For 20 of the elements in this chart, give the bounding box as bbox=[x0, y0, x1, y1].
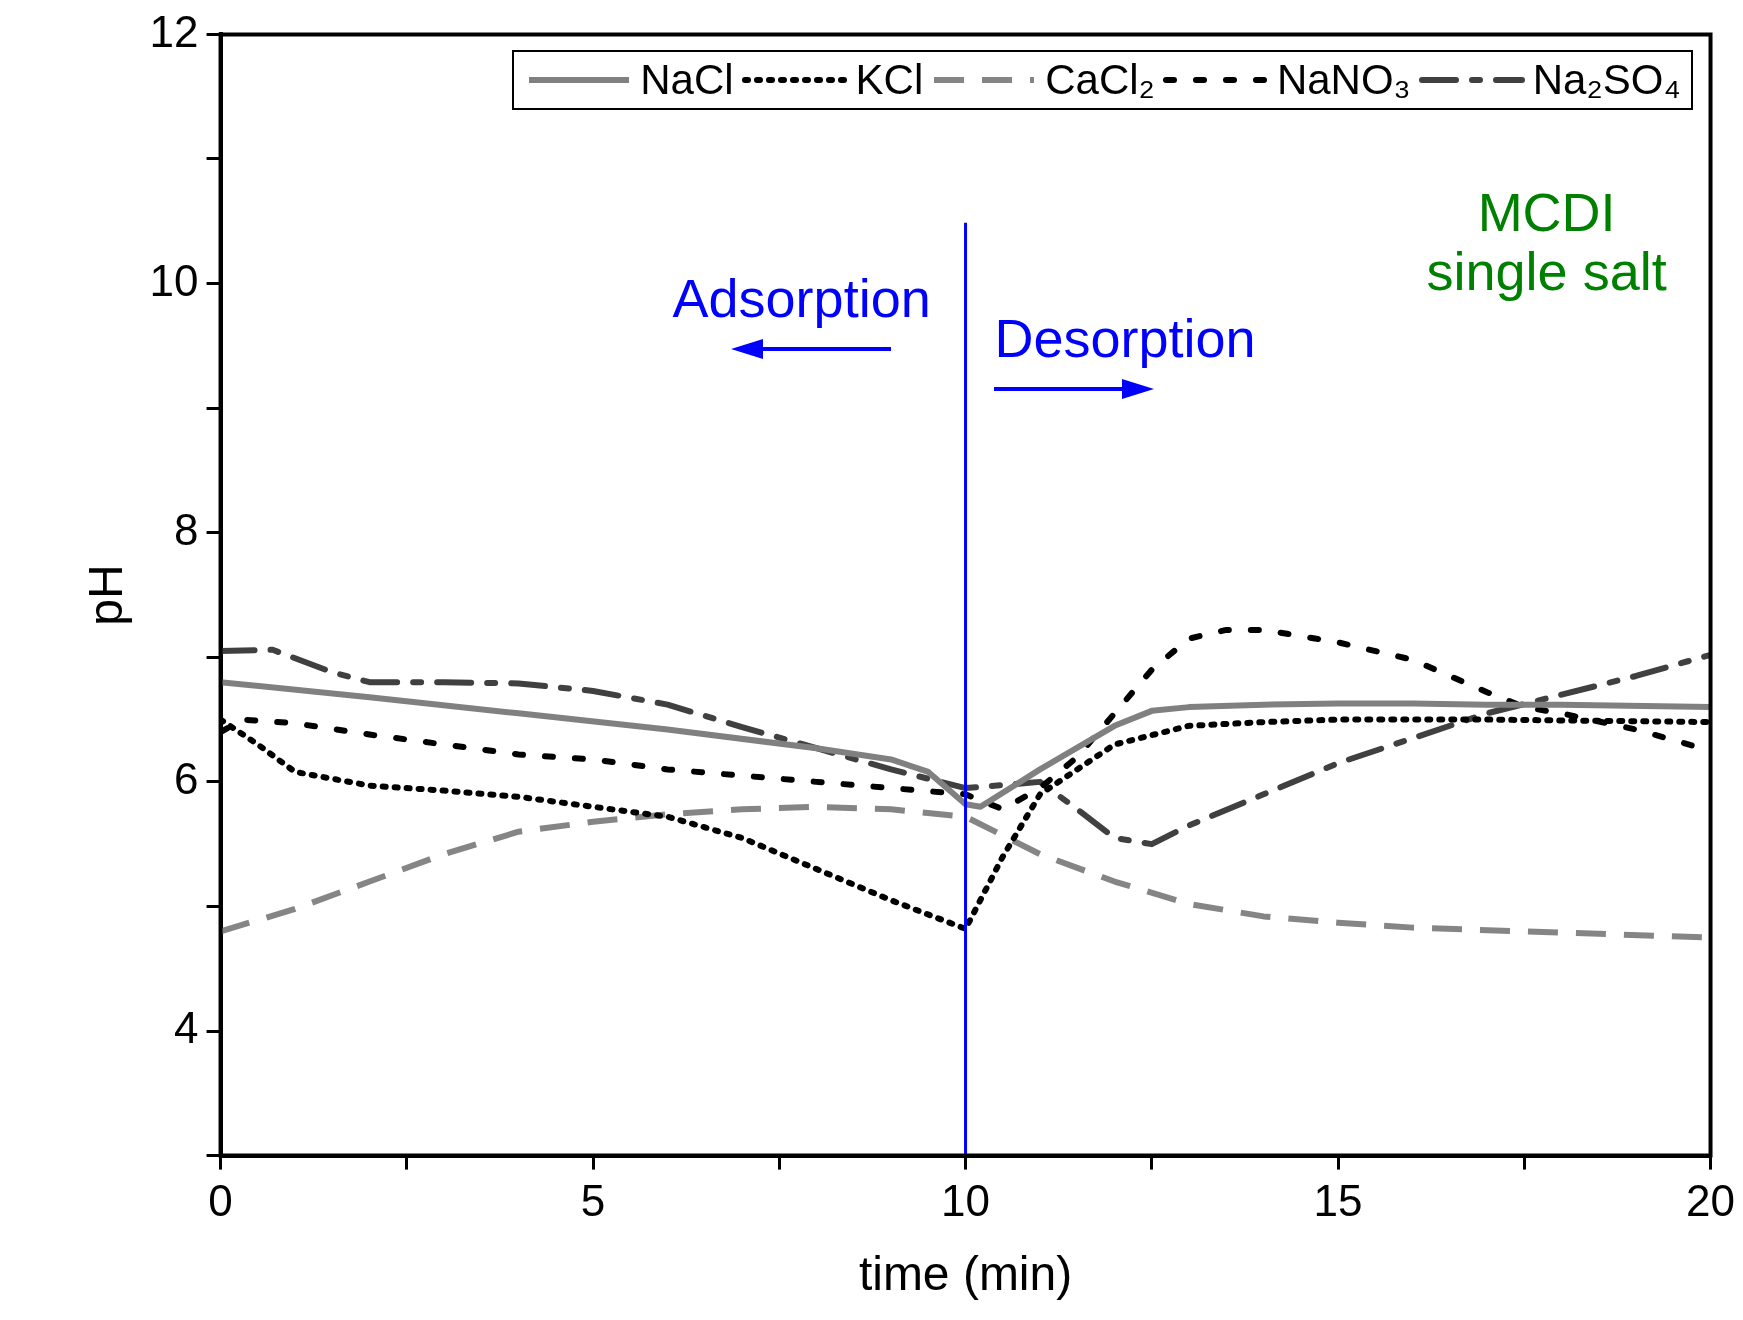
y-tick-label: 10 bbox=[149, 255, 199, 305]
y-tick-label: 6 bbox=[174, 754, 199, 804]
x-tick-label: 20 bbox=[1686, 1176, 1736, 1226]
x-tick-label: 15 bbox=[1313, 1176, 1363, 1226]
x-axis-title: time (min) bbox=[858, 1247, 1073, 1301]
y-tick-label: 4 bbox=[174, 1003, 199, 1053]
y-tick-label: 8 bbox=[174, 504, 199, 554]
annotation: Adsorption bbox=[672, 268, 931, 329]
x-tick-label: 5 bbox=[580, 1176, 606, 1226]
x-tick-label: 10 bbox=[941, 1176, 991, 1226]
legend-label: NaNO₃ bbox=[1276, 56, 1411, 105]
annotation: MCDI single salt bbox=[1426, 181, 1667, 302]
annotation: Desorption bbox=[994, 308, 1256, 370]
x-tick-label: 0 bbox=[208, 1176, 233, 1226]
y-tick-label: 12 bbox=[149, 6, 199, 56]
legend-label: KCl bbox=[855, 56, 924, 105]
y-axis-title: pH bbox=[79, 564, 133, 626]
legend-label: NaCl bbox=[640, 56, 734, 105]
legend-label: Na₂SO₄ bbox=[1532, 56, 1681, 105]
legend-label: CaCl₂ bbox=[1045, 56, 1155, 105]
